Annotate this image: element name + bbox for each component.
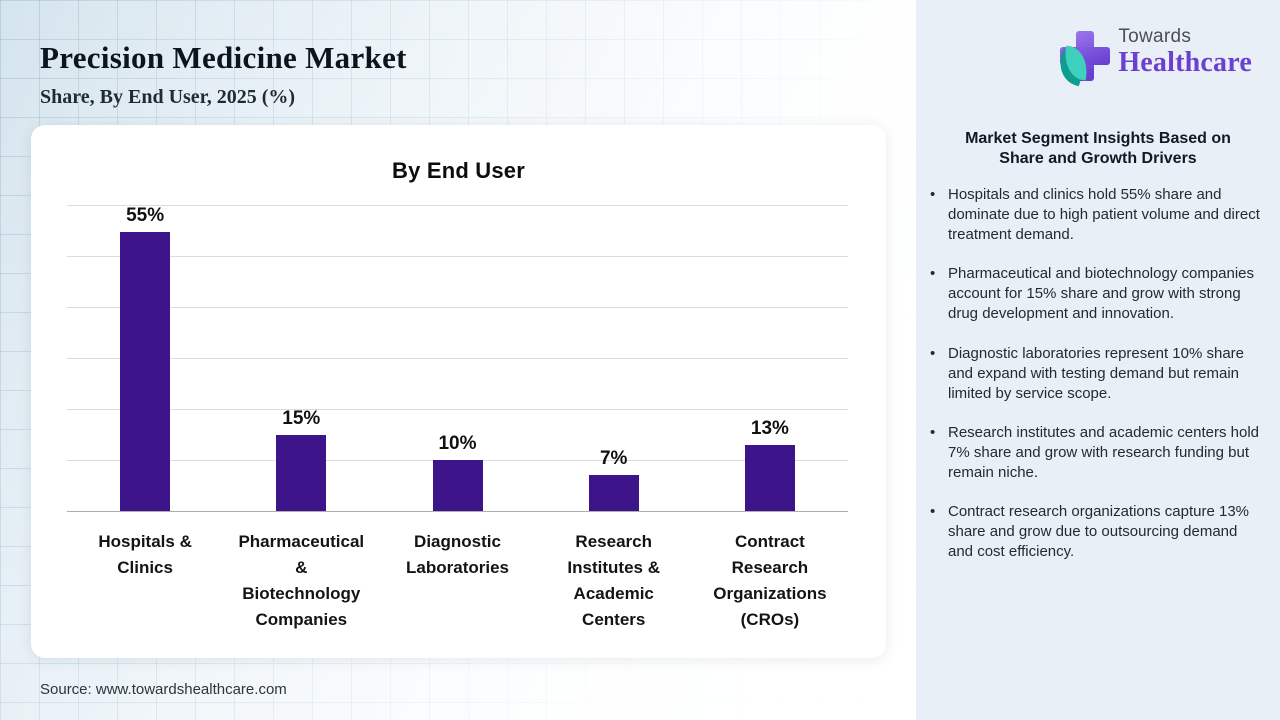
category-label: Pharmaceutical & Biotechnology Companies	[238, 532, 365, 629]
chart-title: By End User	[391, 158, 526, 183]
gridline	[67, 205, 848, 206]
bar-hospitals-clinics	[120, 232, 171, 511]
insight-research: Research institutes and academic centers…	[930, 423, 1264, 483]
gridline	[67, 256, 848, 257]
bar-pharma-biotech	[276, 434, 327, 511]
bar-cros	[744, 444, 795, 511]
insight-pharma: Pharmaceutical and biotechnology compani…	[930, 264, 1264, 324]
towards-healthcare-logo: Towards Healthcare	[1054, 26, 1252, 87]
logo-text-healthcare: Healthcare	[1118, 46, 1252, 78]
bar-value-label: 13%	[750, 417, 789, 439]
category-label: Research Institutes & Academic Centers	[567, 532, 660, 629]
insights-panel: Towards Healthcare Market Segment Insigh…	[916, 0, 1280, 720]
bar-research-institutes	[588, 475, 639, 511]
insights-heading: Market Segment Insights Based on Share a…	[965, 130, 1231, 168]
insight-diagnostic: Diagnostic laboratories represent 10% sh…	[930, 344, 1264, 404]
bar-column: 7%	[536, 205, 692, 511]
category-axis: Hospitals & Clinics Pharmaceutical & Bio…	[67, 529, 848, 633]
bar-value-label: 55%	[126, 205, 165, 226]
bar-column: 55%	[67, 205, 223, 511]
gridline	[67, 306, 848, 308]
logo-text-towards: Towards	[1118, 26, 1192, 47]
bars-row: 55% 15% 10% 7%	[67, 205, 848, 511]
chart-section: Precision Medicine Market Share, By End …	[0, 0, 916, 720]
bar-column: 15%	[223, 205, 379, 511]
bar-column: 10%	[379, 205, 535, 511]
source-attribution: Source: www.towardshealthcare.com	[40, 681, 287, 698]
gridline	[67, 358, 848, 359]
category-label: Diagnostic Laboratories	[406, 532, 509, 577]
medical-cross-leaf-icon	[1054, 31, 1111, 87]
bar-column: 13%	[692, 205, 848, 511]
bar-diagnostic-labs	[432, 460, 483, 511]
insight-hospitals: Hospitals and clinics hold 55% share and…	[930, 185, 1264, 245]
insight-cro: Contract research organizations capture …	[930, 502, 1264, 562]
page-subtitle: Share, By End User, 2025 (%)	[40, 86, 296, 108]
page-title: Precision Medicine Market	[40, 40, 407, 75]
gridline	[67, 409, 848, 410]
bar-value-label: 7%	[599, 448, 628, 470]
category-label: Contract Research Organizations (CROs)	[713, 532, 827, 629]
bar-value-label: 15%	[282, 407, 321, 429]
plot-area: 55% 15% 10% 7%	[67, 205, 848, 512]
bar-value-label: 10%	[438, 433, 477, 454]
insights-bullet-list: Hospitals and clinics hold 55% share and…	[916, 185, 1280, 581]
bar-chart-card: By End User 55% 15%	[31, 125, 886, 658]
category-label: Hospitals & Clinics	[98, 532, 192, 577]
